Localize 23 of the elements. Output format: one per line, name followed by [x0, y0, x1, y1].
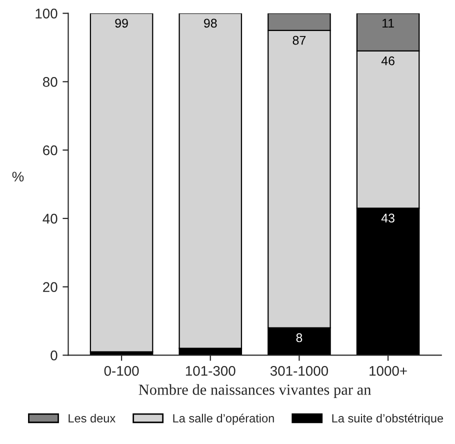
legend-label: Les deux	[68, 414, 116, 422]
data-label: 43	[381, 214, 394, 222]
legend-label: La salle d’opération	[173, 414, 274, 425]
y-axis-title: %	[12, 172, 24, 182]
data-label: 8	[296, 333, 302, 342]
y-tick-label: 80	[42, 77, 58, 87]
data-label: 87	[292, 36, 306, 45]
data-label: 11	[382, 18, 394, 28]
x-tick-label: 1000+	[370, 366, 407, 376]
bar	[90, 13, 154, 352]
data-label: 98	[204, 18, 217, 28]
x-tick-label: 0-100	[104, 366, 139, 376]
data-label: 46	[381, 56, 394, 66]
data-label: 99	[115, 18, 128, 28]
legend-label: La suite d’obstétrique	[332, 414, 444, 425]
y-tick-label: 40	[42, 214, 58, 224]
y-tick-label: 20	[43, 282, 58, 292]
y-tick-label: 0	[50, 350, 58, 360]
x-tick-label: 101-300	[186, 366, 236, 376]
x-axis-title: Nombre de naissances vivantes par an	[138, 384, 372, 398]
y-tick-label: 100	[36, 8, 58, 18]
x-tick-label: 301-1000	[270, 366, 328, 376]
y-tick-label: 60	[43, 145, 58, 156]
